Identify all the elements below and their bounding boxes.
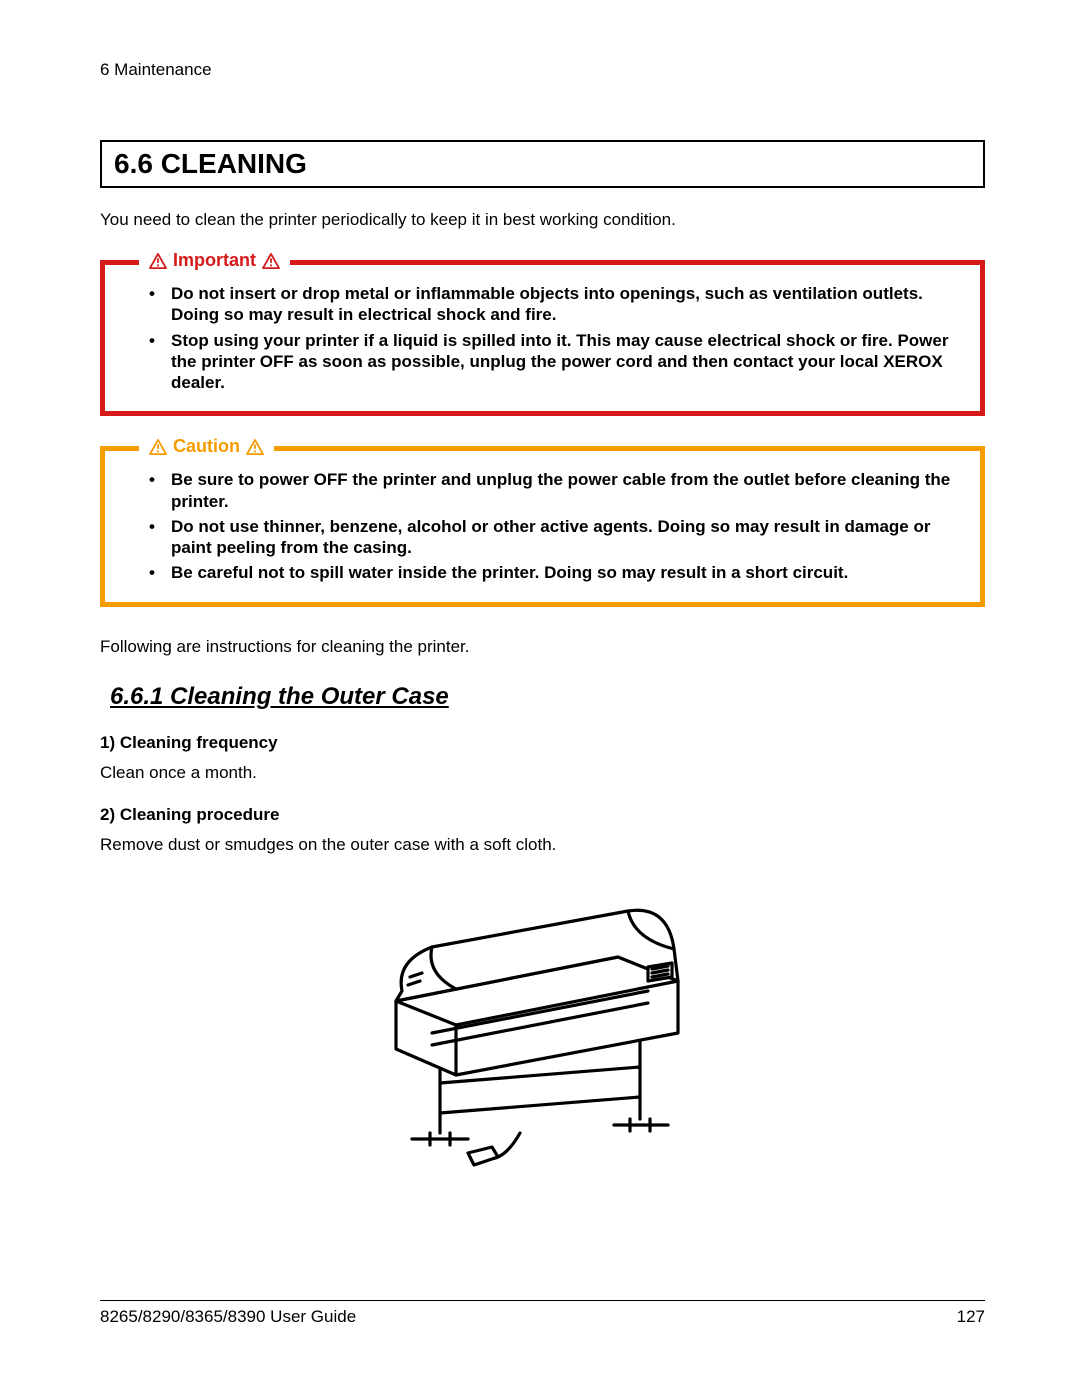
after-callouts-text: Following are instructions for cleaning … xyxy=(100,637,985,657)
section-intro: You need to clean the printer periodical… xyxy=(100,210,985,230)
list-item: Be sure to power OFF the printer and unp… xyxy=(149,469,960,512)
caution-label-text: Caution xyxy=(173,436,240,457)
warning-icon xyxy=(149,253,167,269)
list-item: Stop using your printer if a liquid is s… xyxy=(149,330,960,394)
list-item: Do not insert or drop metal or inflammab… xyxy=(149,283,960,326)
footer-guide-title: 8265/8290/8365/8390 User Guide xyxy=(100,1307,356,1327)
list-item: Do not use thinner, benzene, alcohol or … xyxy=(149,516,960,559)
warning-icon xyxy=(246,439,264,455)
subsection-heading: 6.6.1 Cleaning the Outer Case xyxy=(110,683,985,711)
subsection-block2-text: Remove dust or smudges on the outer case… xyxy=(100,835,985,855)
caution-label: Caution xyxy=(139,436,274,457)
printer-illustration xyxy=(100,877,985,1173)
list-item: Be careful not to spill water inside the… xyxy=(149,562,960,583)
caution-callout: Caution Be sure to power OFF the printer… xyxy=(100,446,985,606)
warning-icon xyxy=(149,439,167,455)
caution-list: Be sure to power OFF the printer and unp… xyxy=(125,469,960,583)
chapter-header: 6 Maintenance xyxy=(100,60,985,80)
page-footer: 8265/8290/8365/8390 User Guide 127 xyxy=(100,1300,985,1327)
important-callout: Important Do not insert or drop metal or… xyxy=(100,260,985,416)
printer-line-art xyxy=(372,877,714,1173)
important-list: Do not insert or drop metal or inflammab… xyxy=(125,283,960,393)
subsection-block1-label: 1) Cleaning frequency xyxy=(100,733,985,753)
important-label: Important xyxy=(139,250,290,271)
important-label-text: Important xyxy=(173,250,256,271)
warning-icon xyxy=(262,253,280,269)
section-heading: 6.6 CLEANING xyxy=(100,140,985,188)
subsection-block1-text: Clean once a month. xyxy=(100,763,985,783)
footer-page-number: 127 xyxy=(957,1307,985,1327)
subsection-block2-label: 2) Cleaning procedure xyxy=(100,805,985,825)
